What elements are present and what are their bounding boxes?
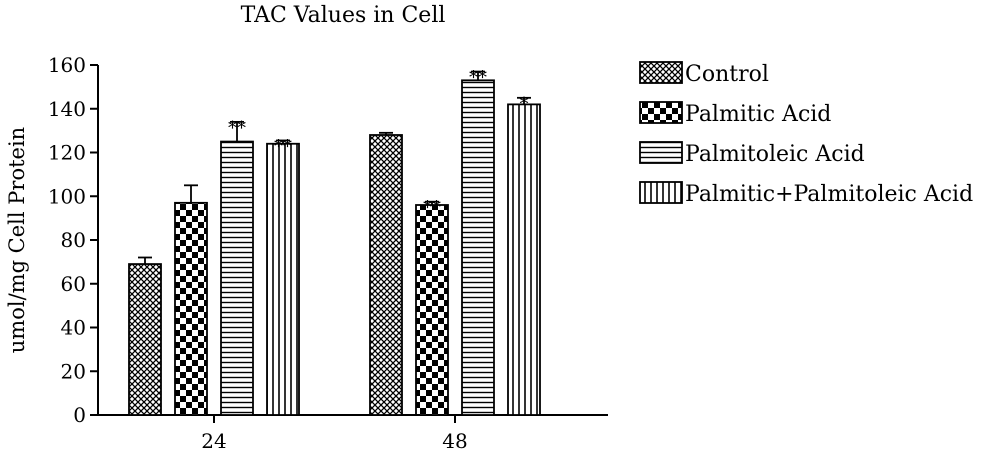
legend-swatch [639, 141, 683, 164]
y-tick-label: 40 [61, 316, 86, 340]
bar [369, 134, 403, 416]
legend-label: Palmitic Acid [685, 102, 831, 127]
y-tick-label: 120 [48, 141, 86, 165]
y-tick-label: 160 [48, 53, 86, 77]
bar [461, 79, 495, 416]
x-tick-label: 48 [442, 429, 467, 453]
x-ticks: 24 48 [201, 415, 468, 453]
chart-title: TAC Values in Cell [241, 3, 446, 28]
y-axis-label: umol/mg Cell Protein [5, 127, 29, 353]
bar [174, 201, 208, 416]
bar [507, 103, 541, 416]
y-tick-label: 140 [48, 97, 86, 121]
y-tick-label: 60 [61, 272, 86, 296]
significance-label: ** [469, 68, 487, 89]
y-tick-label: 0 [73, 403, 86, 427]
bars: ********* [128, 68, 541, 416]
bar [128, 263, 162, 416]
legend-label: Palmitic+Palmitoleic Acid [685, 182, 973, 207]
bar [220, 140, 254, 416]
legend-label: Control [685, 62, 769, 87]
significance-label: ** [423, 198, 441, 219]
legend: Control Palmitic Acid Palmitoleic Acid Palm… [639, 61, 973, 207]
significance-label: ** [274, 136, 292, 157]
y-tick-label: 20 [61, 359, 86, 383]
legend-swatch [639, 181, 683, 204]
legend-swatch [639, 101, 683, 124]
significance-label: * [520, 94, 529, 115]
x-tick-label: 24 [201, 429, 226, 453]
y-tick-label: 80 [61, 228, 86, 252]
bar [266, 142, 300, 416]
y-ticks: 0 20 40 60 80 100 120 140 160 [48, 53, 98, 427]
significance-label: ** [228, 118, 246, 139]
legend-swatch [639, 61, 683, 84]
bar [415, 204, 449, 416]
y-tick-label: 100 [48, 184, 86, 208]
legend-label: Palmitoleic Acid [685, 142, 865, 167]
